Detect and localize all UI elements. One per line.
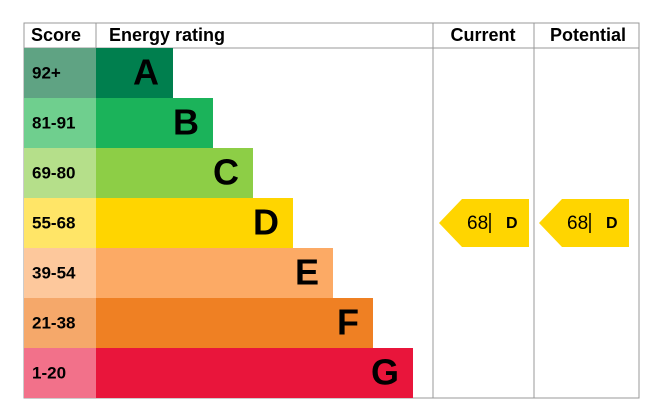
score-cell [24,148,96,198]
arrow-rating: D [606,215,618,232]
rating-bar [96,48,173,98]
rating-arrow [439,199,529,247]
rating-bar [96,148,253,198]
header: Energy rating [109,25,225,45]
rating-bar [96,98,213,148]
score-label: 92+ [32,63,61,82]
score-label: 55-68 [32,213,75,232]
score-cell [24,198,96,248]
rating-arrow [539,199,629,247]
header: Score [31,25,81,45]
score-label: 1-20 [32,363,66,382]
rating-letter: B [173,102,199,143]
rating-bar [96,348,413,398]
score-label: 69-80 [32,163,75,182]
arrow-value: 68 [467,213,488,234]
rating-letter: G [371,352,399,393]
rating-bar [96,298,373,348]
score-cell [24,248,96,298]
arrow-value: 68 [567,213,588,234]
score-label: 21-38 [32,313,75,332]
header: Current [450,25,515,45]
rating-letter: C [213,152,239,193]
header: Potential [550,25,626,45]
rating-letter: F [337,302,359,343]
rating-letter: D [253,202,279,243]
score-label: 39-54 [32,263,76,282]
rating-bar [96,198,293,248]
rating-bar [96,248,333,298]
rating-letter: A [133,52,159,93]
score-cell [24,348,96,398]
score-label: 81-91 [32,113,75,132]
arrow-rating: D [506,215,518,232]
score-cell [24,98,96,148]
rating-letter: E [295,252,319,293]
score-cell [24,298,96,348]
score-cell [24,48,96,98]
